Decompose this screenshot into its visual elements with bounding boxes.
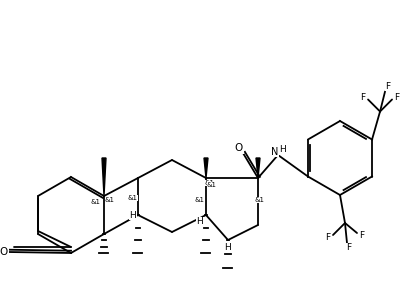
Text: &1: &1 [207,182,217,188]
Text: H: H [196,217,203,226]
Text: F: F [325,234,330,243]
Text: F: F [358,231,364,239]
Text: &1: &1 [205,180,215,186]
Text: H: H [279,146,286,154]
Text: &1: &1 [254,197,264,203]
Text: &1: &1 [128,195,138,201]
Polygon shape [102,158,106,196]
Polygon shape [203,158,207,178]
Text: O: O [0,247,8,257]
Text: H: H [129,210,136,219]
Polygon shape [255,158,259,178]
Text: &1: &1 [105,197,115,203]
Text: F: F [393,93,399,102]
Text: N: N [271,147,278,157]
Text: &1: &1 [91,199,101,205]
Text: F: F [346,243,351,253]
Text: F: F [360,93,365,102]
Text: F: F [385,82,390,91]
Text: H: H [224,243,231,253]
Text: &1: &1 [194,197,205,203]
Text: O: O [234,143,243,153]
